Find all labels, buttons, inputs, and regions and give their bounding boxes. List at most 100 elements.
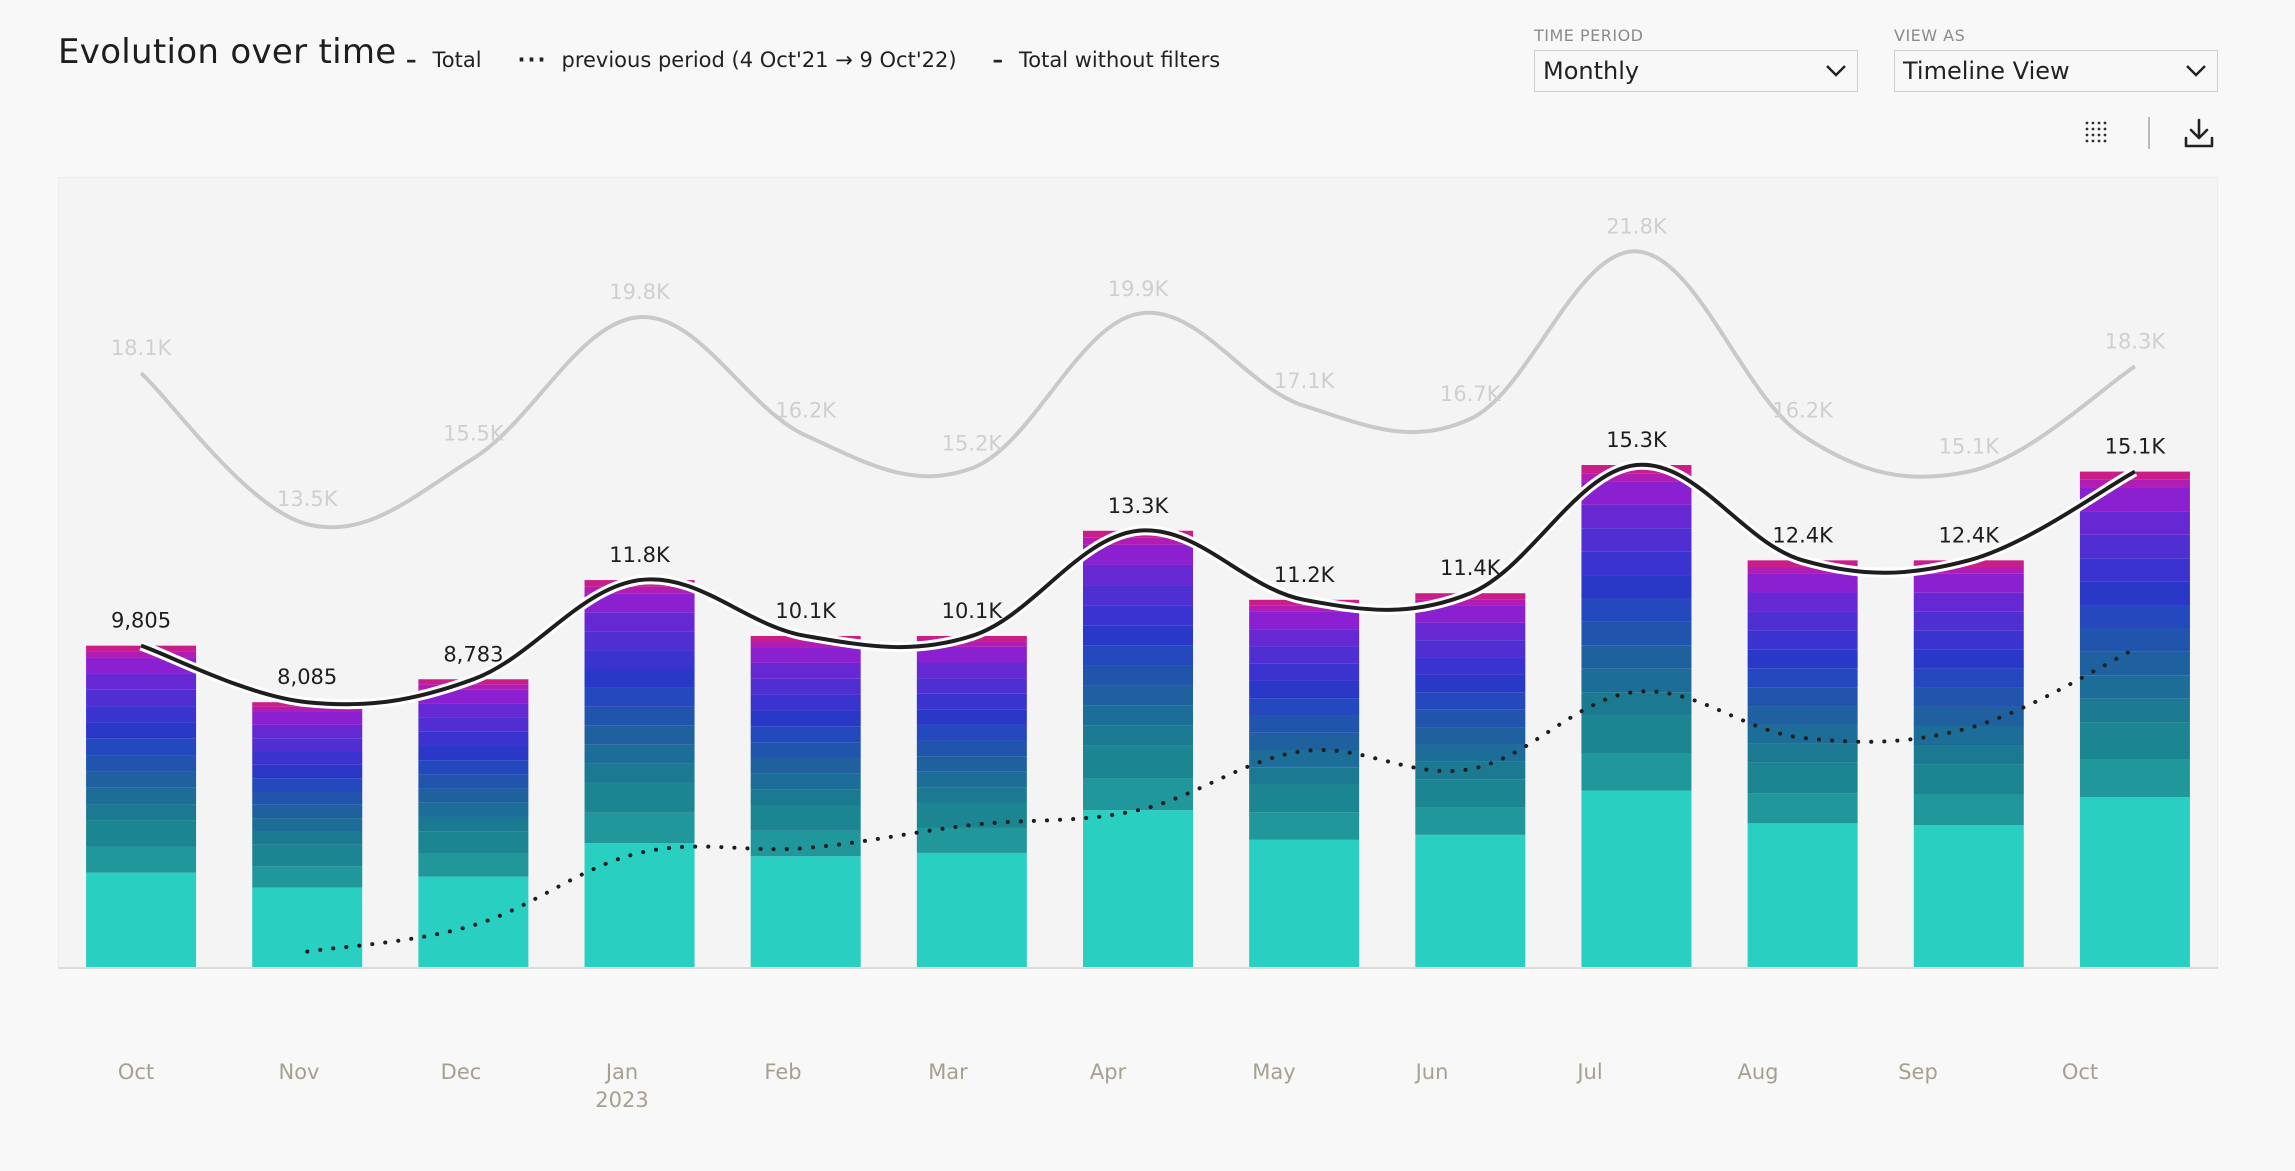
bar-segment bbox=[418, 816, 529, 832]
bar-segment bbox=[2079, 605, 2190, 629]
legend-previous-symbol: ··· bbox=[517, 48, 548, 72]
legend-previous-label: previous period (4 Oct'21 → 9 Oct'22) bbox=[561, 48, 957, 72]
bar-segment bbox=[1249, 750, 1360, 768]
bar-segment bbox=[252, 778, 363, 792]
x-tick-label: Feb bbox=[764, 1060, 801, 1084]
bar-segment bbox=[2079, 675, 2190, 699]
total-line bbox=[140, 462, 2136, 707]
bar-stack[interactable] bbox=[1249, 599, 1360, 968]
bar-segment bbox=[86, 872, 197, 968]
bar-segment bbox=[2079, 759, 2190, 798]
legend-item-previous-period[interactable]: ··· previous period (4 Oct'21 → 9 Oct'22… bbox=[518, 48, 957, 72]
bar-segment bbox=[1913, 567, 2024, 574]
bar-segment bbox=[418, 788, 529, 803]
unfiltered-data-label: 15.2K bbox=[942, 431, 1004, 455]
bar-stack[interactable] bbox=[916, 635, 1027, 968]
bar-stack[interactable] bbox=[2079, 471, 2190, 968]
bar-stack[interactable] bbox=[750, 635, 861, 968]
bar-segment bbox=[2079, 797, 2190, 968]
view-as-control: VIEW AS Timeline View bbox=[1894, 26, 2218, 92]
grid-dots-icon[interactable] bbox=[2084, 120, 2108, 148]
x-tick-label: Apr bbox=[1090, 1060, 1127, 1084]
chart-legend: – Total ··· previous period (4 Oct'21 → … bbox=[406, 48, 1256, 72]
unfiltered-data-label: 21.8K bbox=[1606, 214, 1668, 238]
bar-segment bbox=[2079, 558, 2190, 582]
bar-segment bbox=[916, 802, 1027, 828]
total-data-label: 9,805 bbox=[111, 609, 171, 633]
bar-segment bbox=[1581, 753, 1692, 791]
bar-segment bbox=[1747, 668, 1858, 688]
bar-segment bbox=[418, 703, 529, 718]
bar-segment bbox=[1581, 715, 1692, 754]
bar-stack[interactable] bbox=[1913, 560, 2024, 968]
bar-segment bbox=[1913, 687, 2024, 707]
bar-segment bbox=[1747, 611, 1858, 631]
time-period-dropdown[interactable]: Monthly bbox=[1534, 50, 1858, 92]
bar-segment bbox=[418, 876, 529, 968]
bar-stack[interactable] bbox=[1581, 465, 1692, 968]
bar-segment bbox=[1249, 605, 1360, 612]
download-icon[interactable] bbox=[2182, 116, 2216, 154]
bar-segment bbox=[1083, 645, 1193, 666]
legend-total-symbol: – bbox=[406, 48, 419, 72]
x-tick-label: Mar bbox=[928, 1060, 968, 1084]
bar-segment bbox=[1913, 824, 2024, 968]
bar-segment bbox=[750, 678, 861, 695]
bar-segment bbox=[86, 804, 197, 821]
bar-segment bbox=[86, 846, 197, 873]
legend-item-total[interactable]: – Total bbox=[406, 48, 482, 72]
bar-segment bbox=[1083, 625, 1193, 646]
bar-segment bbox=[252, 724, 363, 739]
bar-stack[interactable] bbox=[1747, 560, 1858, 968]
bar-segment bbox=[750, 757, 861, 774]
bar-segment bbox=[86, 787, 197, 805]
bar-segment bbox=[1083, 725, 1193, 746]
x-tick-label: Sep bbox=[1898, 1060, 1938, 1084]
legend-total-label: Total bbox=[432, 48, 482, 72]
bar-segment bbox=[1913, 794, 2024, 825]
unfiltered-data-label: 16.2K bbox=[1772, 398, 1834, 422]
bar-segment bbox=[252, 711, 363, 725]
bar-stack[interactable] bbox=[1083, 530, 1193, 968]
bar-segment bbox=[1249, 812, 1360, 840]
bar-stack[interactable] bbox=[86, 645, 197, 968]
unfiltered-data-label: 18.1K bbox=[111, 336, 173, 360]
bar-segment bbox=[916, 827, 1027, 853]
unfiltered-data-label: 18.3K bbox=[2105, 329, 2167, 353]
bar-segment bbox=[750, 789, 861, 806]
bar-segment bbox=[2079, 581, 2190, 606]
bar-segment bbox=[1083, 778, 1193, 811]
bar-segment bbox=[86, 673, 197, 690]
x-tick-label: Jul bbox=[1575, 1060, 1602, 1084]
bar-segment bbox=[584, 782, 695, 813]
unfiltered-data-label: 19.9K bbox=[1108, 277, 1170, 301]
bar-segment bbox=[418, 831, 529, 854]
legend-item-total-without-filters[interactable]: – Total without filters bbox=[993, 48, 1221, 72]
bar-segment bbox=[916, 678, 1027, 694]
x-tick-sublabel: 2023 bbox=[595, 1088, 648, 1112]
bar-segment bbox=[418, 731, 529, 746]
bar-segment bbox=[916, 724, 1027, 741]
bar-segment bbox=[1415, 692, 1526, 710]
bar-segment bbox=[584, 763, 695, 783]
bar-segment bbox=[584, 593, 695, 613]
bar-stack[interactable] bbox=[252, 702, 363, 968]
bar-stack[interactable] bbox=[1415, 593, 1526, 968]
bar-segment bbox=[2079, 511, 2190, 535]
bar-stack[interactable] bbox=[584, 580, 695, 968]
bar-segment bbox=[1747, 762, 1858, 794]
total-without-filters-line bbox=[139, 249, 2136, 530]
time-period-value: Monthly bbox=[1543, 57, 1640, 85]
bar-segment bbox=[1581, 621, 1692, 646]
bar-segment bbox=[1747, 687, 1858, 707]
bar-segment bbox=[86, 755, 197, 772]
bar-segment bbox=[1415, 605, 1526, 623]
bar-segment bbox=[86, 722, 197, 739]
bar-segment bbox=[1083, 537, 1193, 545]
bar-segment bbox=[750, 773, 861, 790]
bar-segment bbox=[86, 820, 197, 847]
view-as-dropdown[interactable]: Timeline View bbox=[1894, 50, 2218, 92]
bar-segment bbox=[1581, 551, 1692, 576]
bar-segment bbox=[1415, 709, 1526, 728]
